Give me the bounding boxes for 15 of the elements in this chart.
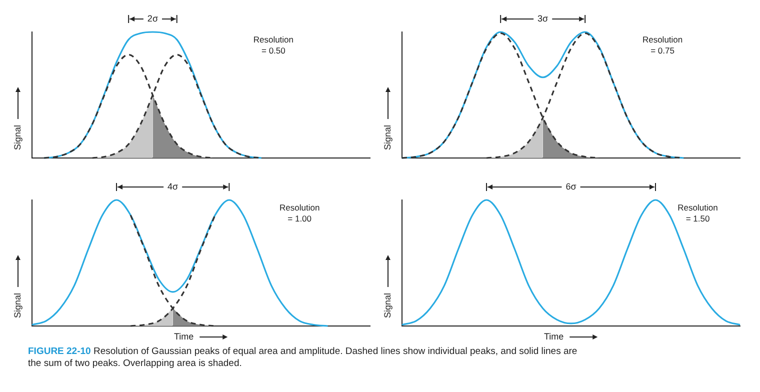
annotation: Resolution = 0.50 bbox=[253, 34, 294, 56]
x-axis-title: Time bbox=[174, 331, 194, 342]
y-axis-title: Signal bbox=[382, 124, 392, 150]
y-axis-title: Signal bbox=[12, 292, 22, 318]
y-axis-title: Signal bbox=[382, 292, 392, 318]
x-axis-title: Time bbox=[544, 331, 564, 342]
annotation: Resolution = 1.50 bbox=[678, 202, 718, 224]
text: 4σ bbox=[168, 181, 179, 192]
text: 6σ bbox=[566, 181, 577, 192]
text: 2σ bbox=[147, 13, 158, 24]
caption: FIGURE 22-10 Resolution of Gaussian peaks of equal area and amplitude. Dashed lines show individual peaks, and solid lines are the sum of two peaks. Overlapping area is shaded. bbox=[27, 346, 578, 370]
text: 3σ bbox=[538, 13, 549, 24]
y-axis-title: Signal bbox=[12, 124, 22, 150]
annotation: Resolution = 0.75 bbox=[642, 34, 683, 56]
annotation: Resolution = 1.00 bbox=[279, 202, 320, 224]
